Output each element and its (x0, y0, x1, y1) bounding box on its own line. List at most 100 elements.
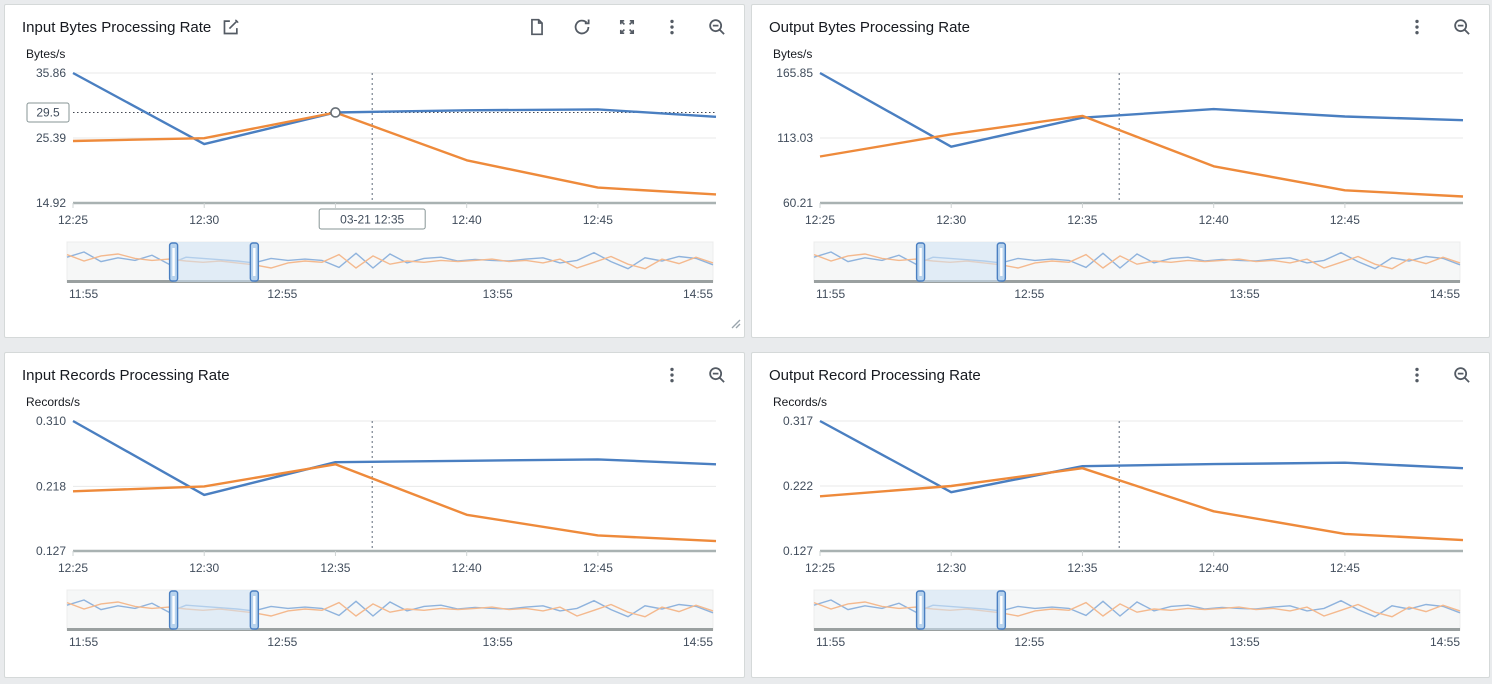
panel-title: Output Bytes Processing Rate (769, 19, 970, 36)
y-tick-label: 0.222 (783, 479, 813, 493)
brush-selection[interactable] (174, 242, 255, 282)
brush-tick-label: 12:55 (267, 287, 297, 301)
x-tick-label: 12:25 (805, 561, 835, 575)
y-axis-unit-label: Records/s (26, 395, 744, 409)
zoom-out-icon[interactable] (1453, 18, 1471, 36)
kebab-menu-icon[interactable] (1408, 366, 1426, 384)
brush-handle-left[interactable] (170, 591, 178, 629)
x-tick-label: 12:45 (1330, 213, 1360, 227)
x-tick-label: 12:30 (936, 561, 966, 575)
hover-point-marker (331, 108, 340, 117)
x-tick-label: 12:45 (583, 213, 613, 227)
panel-output-record-processing-rate: Output Record Processing Rate Records/s … (751, 352, 1490, 678)
x-tick-label: 12:25 (805, 213, 835, 227)
brush-tick-label: 11:55 (816, 287, 845, 301)
panel-input-bytes-processing-rate: Input Bytes Processing Rate (4, 4, 745, 338)
y-axis-unit-label: Records/s (773, 395, 1489, 409)
y-axis-unit-label: Bytes/s (773, 47, 1489, 61)
y-tick-label: 113.03 (777, 131, 813, 145)
brush-canvas: 11:5512:5513:5514:55 (768, 588, 1474, 652)
panel-header: Output Record Processing Rate (752, 353, 1489, 384)
panel-output-bytes-processing-rate: Output Bytes Processing Rate Bytes/s 165… (751, 4, 1490, 338)
brush-canvas: 11:55 12:55 13:55 14:55 (768, 240, 1474, 304)
edit-icon[interactable] (222, 18, 240, 36)
zoom-out-icon[interactable] (1453, 366, 1471, 384)
brush-canvas: 11:5512:5513:5514:55 (21, 240, 727, 304)
zoom-out-icon[interactable] (708, 366, 726, 384)
kebab-menu-icon[interactable] (1408, 18, 1426, 36)
y-tick-label: 0.127 (36, 544, 66, 558)
brush-tick-label: 13:55 (1230, 287, 1260, 301)
chart-canvas: 0.3100.2180.12712:2512:3012:3512:4012:45 (21, 411, 727, 583)
x-tick-label: 12:30 (189, 213, 219, 227)
brush-timeline[interactable]: 11:5512:5513:5514:55 (21, 240, 744, 309)
brush-handle-left[interactable] (917, 591, 925, 629)
chart-canvas: 165.85113.0360.2112:2512:3012:3512:4012:… (768, 63, 1474, 235)
panel-toolbar (528, 18, 726, 36)
chart-canvas: 35.8625.3914.9212:2512:3012:4012:4529.50… (21, 63, 727, 235)
brush-handle-right[interactable] (250, 591, 258, 629)
y-tick-label: 0.317 (783, 414, 813, 428)
y-axis-unit-label: Bytes/s (26, 47, 744, 61)
brush-tick-label: 14:55 (683, 635, 713, 649)
brush-selection[interactable] (921, 242, 1002, 282)
panel-title: Input Records Processing Rate (22, 367, 230, 384)
panel-toolbar (663, 366, 726, 384)
panel-header: Input Bytes Processing Rate (5, 5, 744, 36)
brush-handle-right[interactable] (997, 243, 1005, 281)
y-tick-label: 0.310 (36, 414, 66, 428)
line-chart[interactable]: 0.3100.2180.12712:2512:3012:3512:4012:45 (21, 411, 744, 588)
brush-handle-right[interactable] (997, 591, 1005, 629)
x-tick-label: 12:40 (1199, 213, 1229, 227)
x-tick-label: 12:40 (452, 561, 482, 575)
brush-timeline[interactable]: 11:5512:5513:5514:55 (768, 588, 1489, 657)
brush-handle-left[interactable] (917, 243, 925, 281)
brush-handle-right[interactable] (250, 243, 258, 281)
expand-icon[interactable] (618, 18, 636, 36)
x-tick-label: 12:45 (583, 561, 613, 575)
hover-x-value-label: 03-21 12:35 (319, 209, 425, 229)
x-tick-label: 12:40 (452, 213, 482, 227)
brush-tick-label: 12:55 (267, 635, 297, 649)
line-chart[interactable]: 0.317 0.222 0.127 12:25 12:30 12:35 12:40 12:45 (768, 411, 1489, 588)
kebab-menu-icon[interactable] (663, 366, 681, 384)
line-chart[interactable]: 35.8625.3914.9212:2512:3012:4012:4529.50… (21, 63, 744, 240)
zoom-out-icon[interactable] (708, 18, 726, 36)
panel-toolbar (1408, 366, 1471, 384)
svg-text:29.5: 29.5 (36, 105, 60, 119)
line-chart[interactable]: 165.85113.0360.2112:2512:3012:3512:4012:… (768, 63, 1489, 240)
metrics-dashboard: Input Bytes Processing Rate (0, 0, 1492, 684)
brush-tick-label: 14:55 (1430, 635, 1460, 649)
x-tick-label: 12:35 (1067, 561, 1097, 575)
y-tick-label: 60.21 (783, 196, 813, 210)
brush-tick-label: 14:55 (1430, 287, 1460, 301)
brush-tick-label: 12:55 (1014, 635, 1044, 649)
brush-tick-label: 14:55 (683, 287, 713, 301)
export-document-icon[interactable] (528, 18, 546, 36)
x-tick-label: 12:45 (1330, 561, 1360, 575)
x-tick-label: 12:30 (189, 561, 219, 575)
series-line-blue (820, 73, 1463, 147)
brush-canvas: 11:5512:5513:5514:55 (21, 588, 727, 652)
brush-tick-label: 13:55 (1230, 635, 1260, 649)
x-tick-label: 12:30 (936, 213, 966, 227)
kebab-menu-icon[interactable] (663, 18, 681, 36)
brush-tick-label: 13:55 (483, 635, 513, 649)
refresh-icon[interactable] (573, 18, 591, 36)
svg-text:03-21 12:35: 03-21 12:35 (340, 213, 404, 227)
brush-timeline[interactable]: 11:5512:5513:5514:55 (21, 588, 744, 657)
brush-handle-left[interactable] (170, 243, 178, 281)
brush-tick-label: 12:55 (1014, 287, 1044, 301)
panel-header: Input Records Processing Rate (5, 353, 744, 384)
y-tick-label: 25.39 (36, 131, 66, 145)
y-tick-label: 35.86 (36, 66, 66, 80)
brush-selection[interactable] (174, 590, 255, 630)
y-tick-label: 0.127 (783, 544, 813, 558)
brush-timeline[interactable]: 11:55 12:55 13:55 14:55 (768, 240, 1489, 309)
resize-handle-icon[interactable] (729, 316, 741, 334)
series-line-blue (73, 421, 716, 495)
hover-y-value-label: 29.5 (27, 103, 69, 122)
x-tick-label: 12:40 (1199, 561, 1229, 575)
x-tick-label: 12:25 (58, 213, 88, 227)
brush-selection[interactable] (921, 590, 1002, 630)
